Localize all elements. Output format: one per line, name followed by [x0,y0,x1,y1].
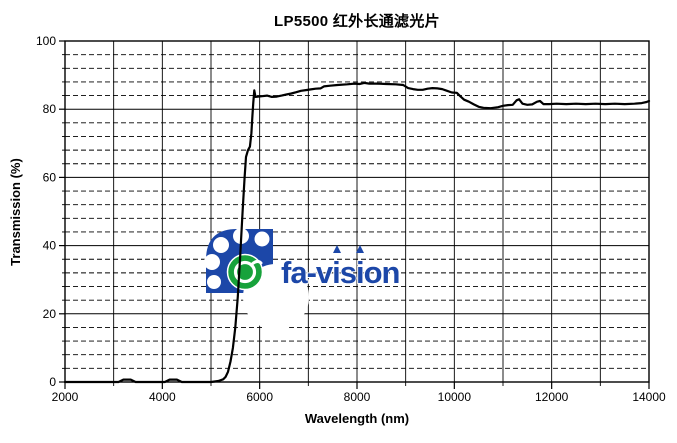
logo-eye-spiral [249,259,263,267]
y-tick-label: 40 [43,239,57,253]
x-tick-label: 6000 [246,390,273,404]
transmission-curve [63,81,651,384]
x-tick-label: 14000 [632,390,666,404]
plot-frame [64,40,650,383]
logo-dial-hole [207,275,221,289]
logo-dial-hole [213,237,229,253]
x-tick-label: 2000 [52,390,79,404]
x-tick-label: 10000 [438,390,472,404]
watermark-i-arrow [356,245,364,253]
logo-eye-ring [233,260,257,284]
logo-green-eye [226,253,264,291]
logo-dial-hole [254,231,270,247]
logo-dial-hole [204,254,220,270]
y-tick-label: 0 [49,375,56,389]
y-tick-label: 20 [43,307,57,321]
chart-title: LP5500 红外长通滤光片 [274,13,440,30]
watermark-i-arrow [333,245,341,253]
watermark-logo: fa-vision [204,228,402,330]
y-tick-label: 80 [43,102,57,116]
y-tick-label: 60 [43,170,57,184]
x-axis-title: Wavelength (nm) [304,411,410,426]
y-axis-title: Transmission (%) [8,158,23,266]
watermark-text: fa-vision [281,255,400,290]
x-tick-label: 8000 [344,390,371,404]
x-tick-label: 4000 [149,390,176,404]
y-tick-label: 100 [36,34,56,48]
x-tick-label: 12000 [535,390,569,404]
